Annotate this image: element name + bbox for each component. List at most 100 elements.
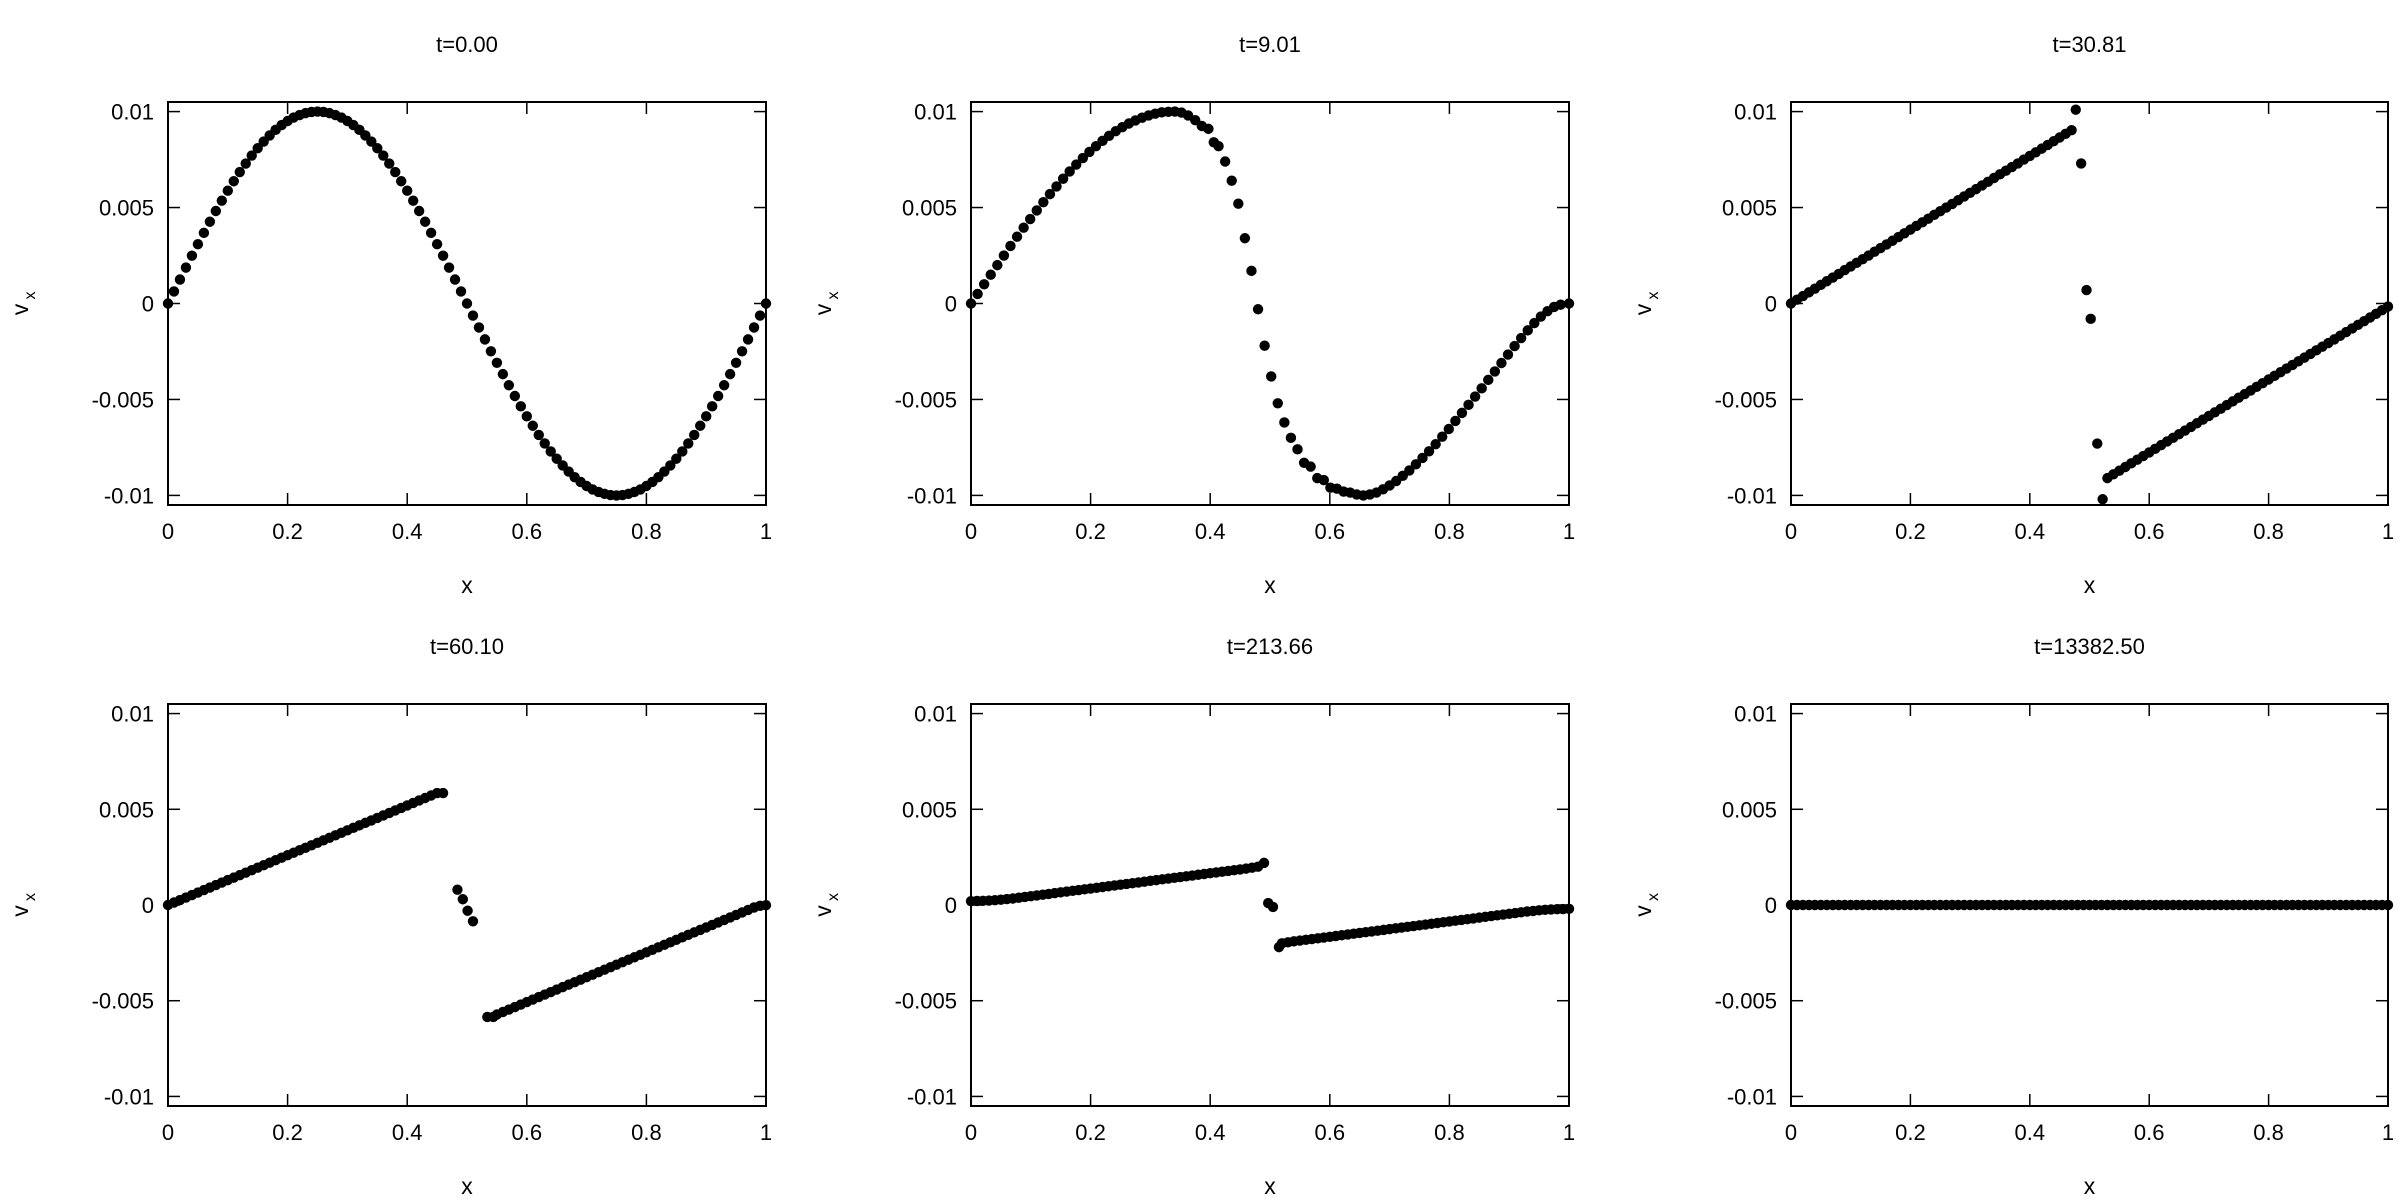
data-point (473, 322, 485, 333)
data-point (527, 420, 538, 431)
data-point (198, 227, 210, 239)
data-point (1252, 304, 1264, 315)
x-tick-label: 0.2 (1895, 519, 1926, 544)
data-point (252, 143, 263, 154)
x-tick-label: 0.4 (2015, 1120, 2046, 1145)
data-point (1483, 374, 1494, 386)
data-series (162, 787, 772, 1023)
y-tick-label: 0.01 (111, 100, 154, 125)
data-point (2075, 158, 2087, 169)
data-point (1071, 159, 1082, 170)
data-point (419, 216, 431, 227)
x-tick-label: 0 (1785, 1120, 1797, 1145)
data-point (724, 368, 736, 380)
y-tick-label: 0 (1765, 893, 1777, 918)
data-point (457, 894, 469, 905)
data-point (452, 884, 463, 895)
data-point (461, 298, 473, 309)
data-point (1450, 415, 1461, 427)
y-tick-label: 0.005 (99, 196, 154, 221)
data-point (1005, 240, 1016, 252)
data-point (1469, 391, 1481, 402)
data-point (186, 250, 198, 261)
data-point (683, 438, 694, 449)
data-point (689, 429, 700, 441)
data-point (180, 262, 192, 273)
y-axis-label-main: v (7, 905, 33, 917)
data-point (192, 239, 204, 250)
data-point (736, 346, 748, 357)
x-tick-label: 0.4 (2015, 519, 2046, 544)
x-tick-label: 1 (760, 1120, 772, 1145)
data-point (1258, 857, 1270, 869)
data-point (462, 905, 473, 916)
y-tick-label: -0.01 (104, 1084, 154, 1109)
x-tick-label: 1 (2382, 519, 2394, 544)
data-point (204, 216, 216, 227)
x-axis-label: x (461, 1173, 473, 1199)
panel-title: t=60.10 (430, 634, 504, 659)
y-tick-label: 0 (1765, 292, 1777, 317)
x-tick-label: 0 (1785, 519, 1797, 544)
y-tick-label: 0.01 (111, 702, 154, 727)
data-point (1555, 299, 1566, 310)
x-tick-label: 0.8 (2253, 519, 2284, 544)
data-point (1272, 398, 1283, 409)
x-tick-label: 0.6 (512, 519, 543, 544)
y-axis-label: vx (810, 292, 842, 316)
y-tick-label: 0.01 (1734, 702, 1777, 727)
data-point (1226, 175, 1237, 186)
data-point (2382, 899, 2394, 911)
data-point (378, 150, 389, 161)
data-point (1077, 152, 1089, 164)
data-point (1219, 156, 1231, 167)
y-tick-label: 0.005 (1722, 196, 1777, 221)
data-point (1292, 444, 1303, 455)
data-point (509, 390, 521, 402)
data-point (730, 357, 742, 368)
data-point (1318, 474, 1330, 486)
y-axis-label: vx (7, 292, 39, 316)
data-point (390, 166, 401, 178)
data-point (1502, 349, 1514, 360)
data-point (437, 787, 449, 799)
data-point (1038, 196, 1049, 208)
data-point (1515, 332, 1527, 344)
y-axis-label-subscript: x (1645, 893, 1662, 901)
data-point (168, 286, 180, 297)
data-point (1463, 399, 1474, 411)
data-point (2066, 125, 2077, 136)
x-tick-label: 0.6 (2134, 1120, 2165, 1145)
chart-panel-6: t=13382.50 0 0.2 0.4 0.6 0.8 1 -0.01 -0.005 0 0.00… (1630, 634, 2394, 1199)
data-point (760, 298, 772, 309)
data-point (2070, 104, 2081, 115)
data-point (1279, 417, 1290, 428)
data-point (402, 185, 413, 196)
data-point (431, 239, 443, 250)
data-point (1285, 432, 1297, 444)
data-point (1305, 461, 1316, 472)
panel-title: t=13382.50 (2034, 634, 2145, 659)
panel-title: t=9.01 (1239, 32, 1301, 57)
y-axis-label-subscript: x (22, 893, 39, 901)
y-tick-label: -0.01 (1727, 1084, 1777, 1109)
x-axis-label: x (2084, 572, 2096, 598)
data-point (665, 460, 676, 471)
data-point (228, 176, 239, 187)
data-point (1018, 222, 1029, 233)
x-tick-label: 0.2 (272, 1120, 303, 1145)
x-tick-label: 0.2 (1895, 1120, 1926, 1145)
data-point (760, 899, 772, 911)
x-tick-label: 0.2 (1075, 1120, 1106, 1145)
data-point (1443, 423, 1455, 435)
panel-title: t=213.66 (1227, 634, 1313, 659)
data-series (1785, 104, 2394, 505)
data-point (240, 158, 251, 169)
y-tick-label: -0.01 (104, 483, 154, 508)
x-tick-label: 0.6 (2134, 519, 2165, 544)
y-axis-label-subscript: x (825, 893, 842, 901)
data-point (551, 453, 562, 464)
data-point (1417, 452, 1428, 464)
data-point (1529, 317, 1540, 329)
